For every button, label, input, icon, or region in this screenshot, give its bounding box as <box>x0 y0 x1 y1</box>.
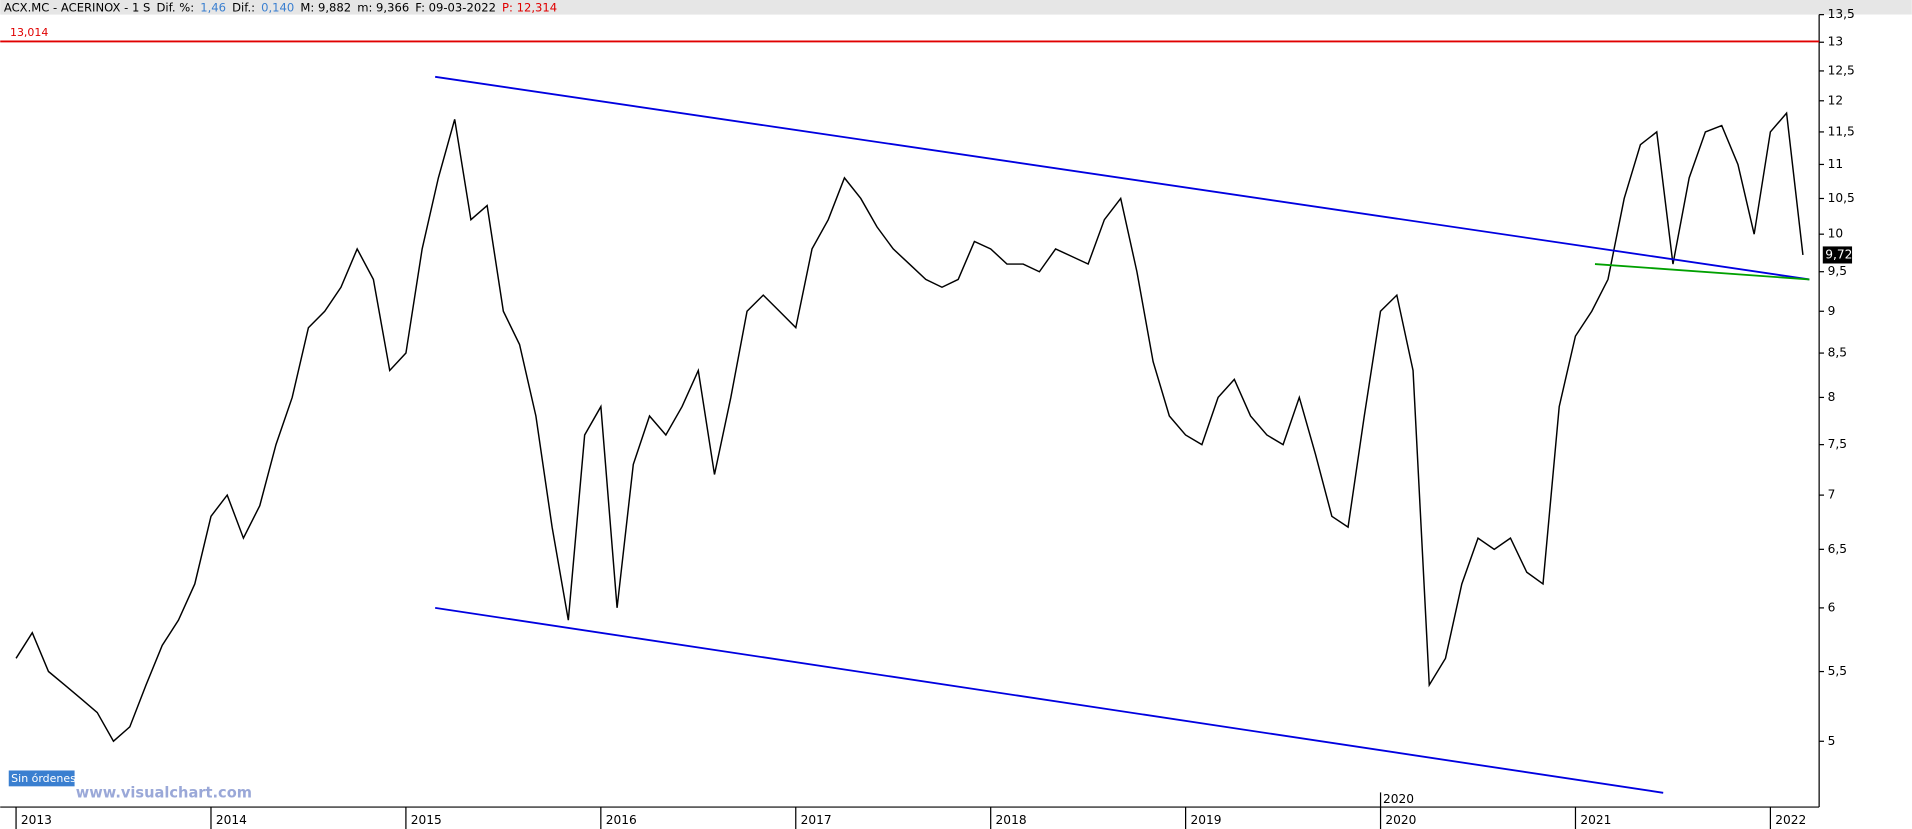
y-tick-label: 11 <box>1828 157 1844 171</box>
y-tick-label: 12,5 <box>1828 63 1855 77</box>
header-item: ACX.MC - ACERINOX - 1 S <box>4 0 151 14</box>
x-tick-label: 2019 <box>1190 813 1221 827</box>
x-tick-label: 2014 <box>216 813 247 827</box>
trend-line <box>435 606 1664 794</box>
header-item: m: 9,366 <box>357 0 409 14</box>
y-tick-label: 11,5 <box>1828 124 1855 138</box>
header-bar <box>0 0 1912 15</box>
header-item: Dif.: <box>232 0 255 14</box>
x-tick-label: 2021 <box>1580 813 1611 827</box>
trend-line <box>435 75 1810 281</box>
x-tick-label: 2020 <box>1385 813 1416 827</box>
y-tick-label: 7,5 <box>1828 437 1847 451</box>
y-tick-label: 6,5 <box>1828 542 1847 556</box>
watermark: www.visualchart.com <box>76 785 252 802</box>
y-tick-label: 9 <box>1828 304 1836 318</box>
y-tick-label: 7 <box>1828 488 1836 502</box>
header-item: F: 09-03-2022 <box>415 0 496 14</box>
y-tick-label: 10,5 <box>1828 191 1855 205</box>
y-tick-label: 5 <box>1828 734 1836 748</box>
header-item: 0,140 <box>261 0 294 14</box>
y-tick-label: 10 <box>1828 227 1844 241</box>
y-tick-label: 12 <box>1828 93 1844 107</box>
last-price-box <box>1822 246 1853 264</box>
status-box <box>8 770 75 787</box>
x-tick-label: 2015 <box>411 813 442 827</box>
last-price-label: 9,72 <box>1825 247 1852 261</box>
x-tick-label: 2013 <box>21 813 52 827</box>
trend-line <box>1594 263 1810 281</box>
header: ACX.MC - ACERINOX - 1 S Dif. %: 1,46 Dif.: 0… <box>4 0 557 14</box>
header-item: M: 9,882 <box>300 0 351 14</box>
y-tick-label: 13 <box>1828 35 1844 49</box>
y-tick-label: 8 <box>1828 390 1836 404</box>
cursor-label: 2020 <box>1383 792 1414 806</box>
y-tick-label: 5,5 <box>1828 664 1847 678</box>
x-tick-label: 2016 <box>606 813 637 827</box>
x-tick-label: 2022 <box>1775 813 1806 827</box>
price-axis <box>1819 14 1912 829</box>
x-tick-label: 2018 <box>996 813 1027 827</box>
x-tick-label: 2017 <box>801 813 832 827</box>
y-tick-label: 8,5 <box>1828 346 1847 360</box>
reference-label: 13,014 <box>10 26 48 39</box>
header-item: 1,46 <box>200 0 226 14</box>
status: Sin órdenes <box>11 772 76 785</box>
y-tick-label: 6 <box>1828 600 1836 614</box>
header-item: Dif. %: <box>156 0 194 14</box>
y-tick-label: 13,5 <box>1828 7 1855 21</box>
header-item: P: 12,314 <box>502 0 557 14</box>
price-line <box>15 111 1804 743</box>
y-tick-label: 9,5 <box>1828 264 1847 278</box>
